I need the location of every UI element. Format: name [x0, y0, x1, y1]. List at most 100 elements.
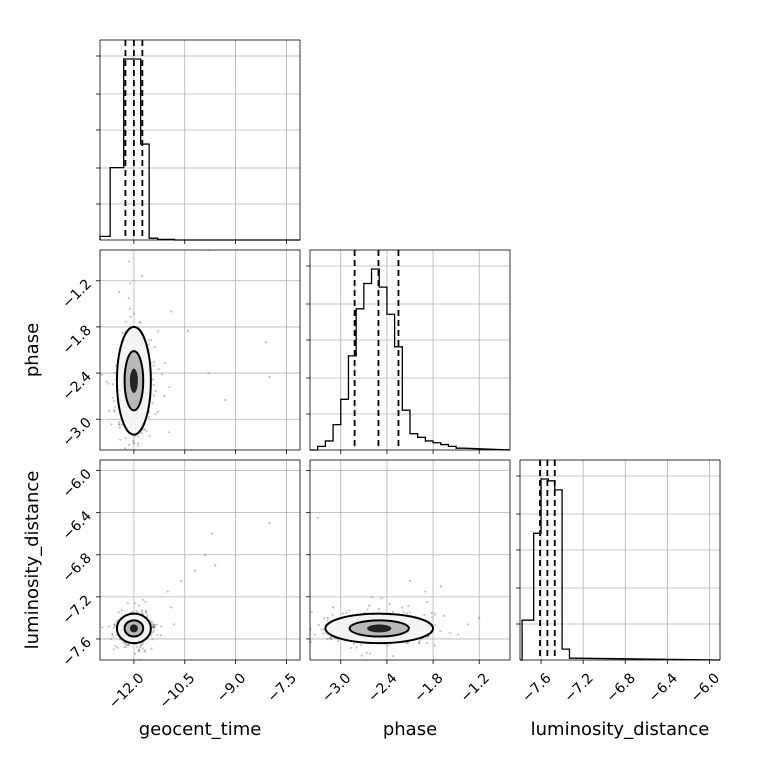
scatter-lumdist-geocent-point: [115, 634, 118, 637]
scatter-lumdist-phase-point: [310, 640, 312, 643]
hist-phase-bar: [425, 441, 433, 450]
scatter-lumdist-phase-point: [295, 619, 297, 621]
scatter-phase-geocent-point: [111, 396, 114, 400]
scatter-phase-geocent-point: [160, 373, 163, 376]
scatter-lumdist-geocent-point: [139, 646, 142, 649]
scatter-lumdist-phase-point: [360, 643, 363, 647]
scatter-phase-geocent-point: [132, 441, 135, 444]
scatter-lumdist-phase-point: [323, 617, 326, 620]
scatter-phase-geocent-point: [119, 438, 122, 441]
scatter-phase-geocent-point: [147, 339, 150, 342]
marks-layer: [99, 40, 721, 661]
scatter-lumdist-geocent-point: [150, 634, 153, 637]
scatter-lumdist-geocent-point: [137, 650, 140, 653]
scatter-lumdist-phase-point: [322, 628, 325, 631]
scatter-lumdist-geocent-point: [150, 620, 153, 624]
scatter-lumdist-phase-point: [433, 644, 436, 647]
scatter-phase-geocent-point: [150, 338, 153, 342]
scatter-lumdist-phase-point: [341, 612, 345, 615]
scatter-lumdist-phase-point: [418, 641, 421, 645]
scatter-lumdist-phase-point: [276, 622, 278, 624]
scatter-phase-geocent-point: [118, 423, 121, 426]
scatter-lumdist-geocent-point: [112, 648, 115, 651]
scatter-phase-geocent-point: [168, 431, 171, 434]
scatter-lumdist-phase-point: [336, 639, 340, 642]
scatter-lumdist-phase-point: [345, 611, 348, 614]
scatter-lumdist-geocent-point: [125, 643, 128, 646]
scatter-lumdist-geocent-point: [137, 649, 141, 652]
scatter-lumdist-geocent-ytick-label: −7.2: [59, 592, 94, 627]
scatter-lumdist-phase-point: [392, 654, 395, 658]
panel-1-frame: [309, 249, 511, 451]
scatter-lumdist-phase-outlier: [439, 585, 442, 588]
scatter-phase-geocent-outlier: [265, 341, 268, 344]
hist-lumdist-xtick-label: −7.2: [561, 670, 596, 705]
scatter-lumdist-geocent-point: [137, 604, 141, 607]
scatter-lumdist-phase-point: [405, 642, 408, 645]
scatter-lumdist-phase-point: [380, 597, 383, 600]
scatter-phase-geocent-point: [145, 430, 148, 433]
scatter-phase-geocent-point: [136, 434, 139, 438]
scatter-lumdist-phase-point: [434, 613, 437, 616]
scatter-lumdist-phase-point: [402, 610, 405, 613]
scatter-lumdist-geocent-outlier: [180, 579, 183, 583]
scatter-lumdist-geocent-point: [123, 646, 126, 649]
scatter-lumdist-geocent-point: [141, 610, 144, 614]
scatter-lumdist-phase-point: [275, 640, 277, 642]
scatter-lumdist-geocent-point: [111, 633, 114, 636]
ticks-layer: [96, 55, 710, 664]
scatter-phase-geocent-point: [120, 423, 123, 426]
scatter-phase-geocent-outlier: [224, 398, 227, 402]
scatter-lumdist-geocent-point: [159, 634, 162, 637]
scatter-lumdist-phase-point: [434, 624, 437, 627]
scatter-phase-geocent-point: [128, 472, 130, 474]
scatter-phase-geocent-point: [127, 260, 131, 263]
scatter-phase-geocent-point: [156, 410, 159, 414]
frames-layer: [99, 39, 721, 661]
scatter-phase-geocent-point: [133, 312, 136, 315]
scatter-lumdist-geocent-point: [140, 643, 143, 647]
scatter-lumdist-geocent-point: [143, 650, 146, 653]
scatter-lumdist-geocent-points: [101, 522, 271, 660]
scatter-phase-geocent-point: [124, 437, 127, 440]
scatter-lumdist-geocent-point: [151, 631, 154, 634]
scatter-phase-geocent-point: [152, 364, 155, 367]
scatter-phase-geocent-point: [108, 409, 111, 413]
scatter-lumdist-geocent-point: [141, 641, 144, 645]
hist-lumdist-bar: [522, 620, 534, 660]
scatter-phase-geocent-point: [129, 282, 132, 285]
hist-lumdist-xtick-label: −6.8: [604, 670, 639, 705]
scatter-phase-geocent-point: [152, 463, 154, 465]
scatter-lumdist-phase-point: [349, 646, 352, 650]
hist-phase-bar: [418, 437, 426, 450]
scatter-phase-geocent-point: [147, 343, 150, 346]
scatter-lumdist-geocent-point: [160, 625, 163, 628]
scatter-lumdist-phase-point: [326, 637, 329, 641]
scatter-phase-geocent-point: [137, 444, 140, 447]
scatter-lumdist-geocent-point: [113, 623, 116, 626]
scatter-lumdist-phase-point: [423, 613, 426, 616]
scatter-lumdist-geocent-outlier: [268, 522, 271, 525]
x-axis-label-phase: phase: [383, 719, 437, 740]
scatter-lumdist-geocent-point: [116, 646, 119, 649]
scatter-lumdist-phase-point: [317, 624, 320, 627]
scatter-lumdist-phase-point: [377, 607, 381, 611]
scatter-lumdist-geocent-point: [152, 629, 156, 632]
scatter-phase-geocent-point: [143, 428, 146, 431]
scatter-phase-geocent-point: [100, 373, 103, 376]
panel-5-frame: [309, 459, 511, 661]
scatter-phase-geocent-ytick-label: −2.4: [59, 369, 94, 404]
hist-lumdist-bar: [548, 481, 554, 660]
scatter-phase-geocent-point: [157, 368, 160, 371]
hist-phase-histogram-outline: [310, 268, 511, 451]
scatter-phase-geocent-point: [152, 383, 155, 386]
scatter-lumdist-phase-outlier: [408, 579, 412, 583]
scatter-lumdist-geocent-point: [133, 602, 136, 605]
scatter-lumdist-phase-point: [279, 640, 281, 642]
scatter-lumdist-phase-point: [418, 639, 421, 642]
scatter-lumdist-phase-point: [425, 600, 429, 604]
scatter-lumdist-phase-point: [430, 616, 434, 619]
scatter-lumdist-phase-point: [360, 654, 364, 657]
